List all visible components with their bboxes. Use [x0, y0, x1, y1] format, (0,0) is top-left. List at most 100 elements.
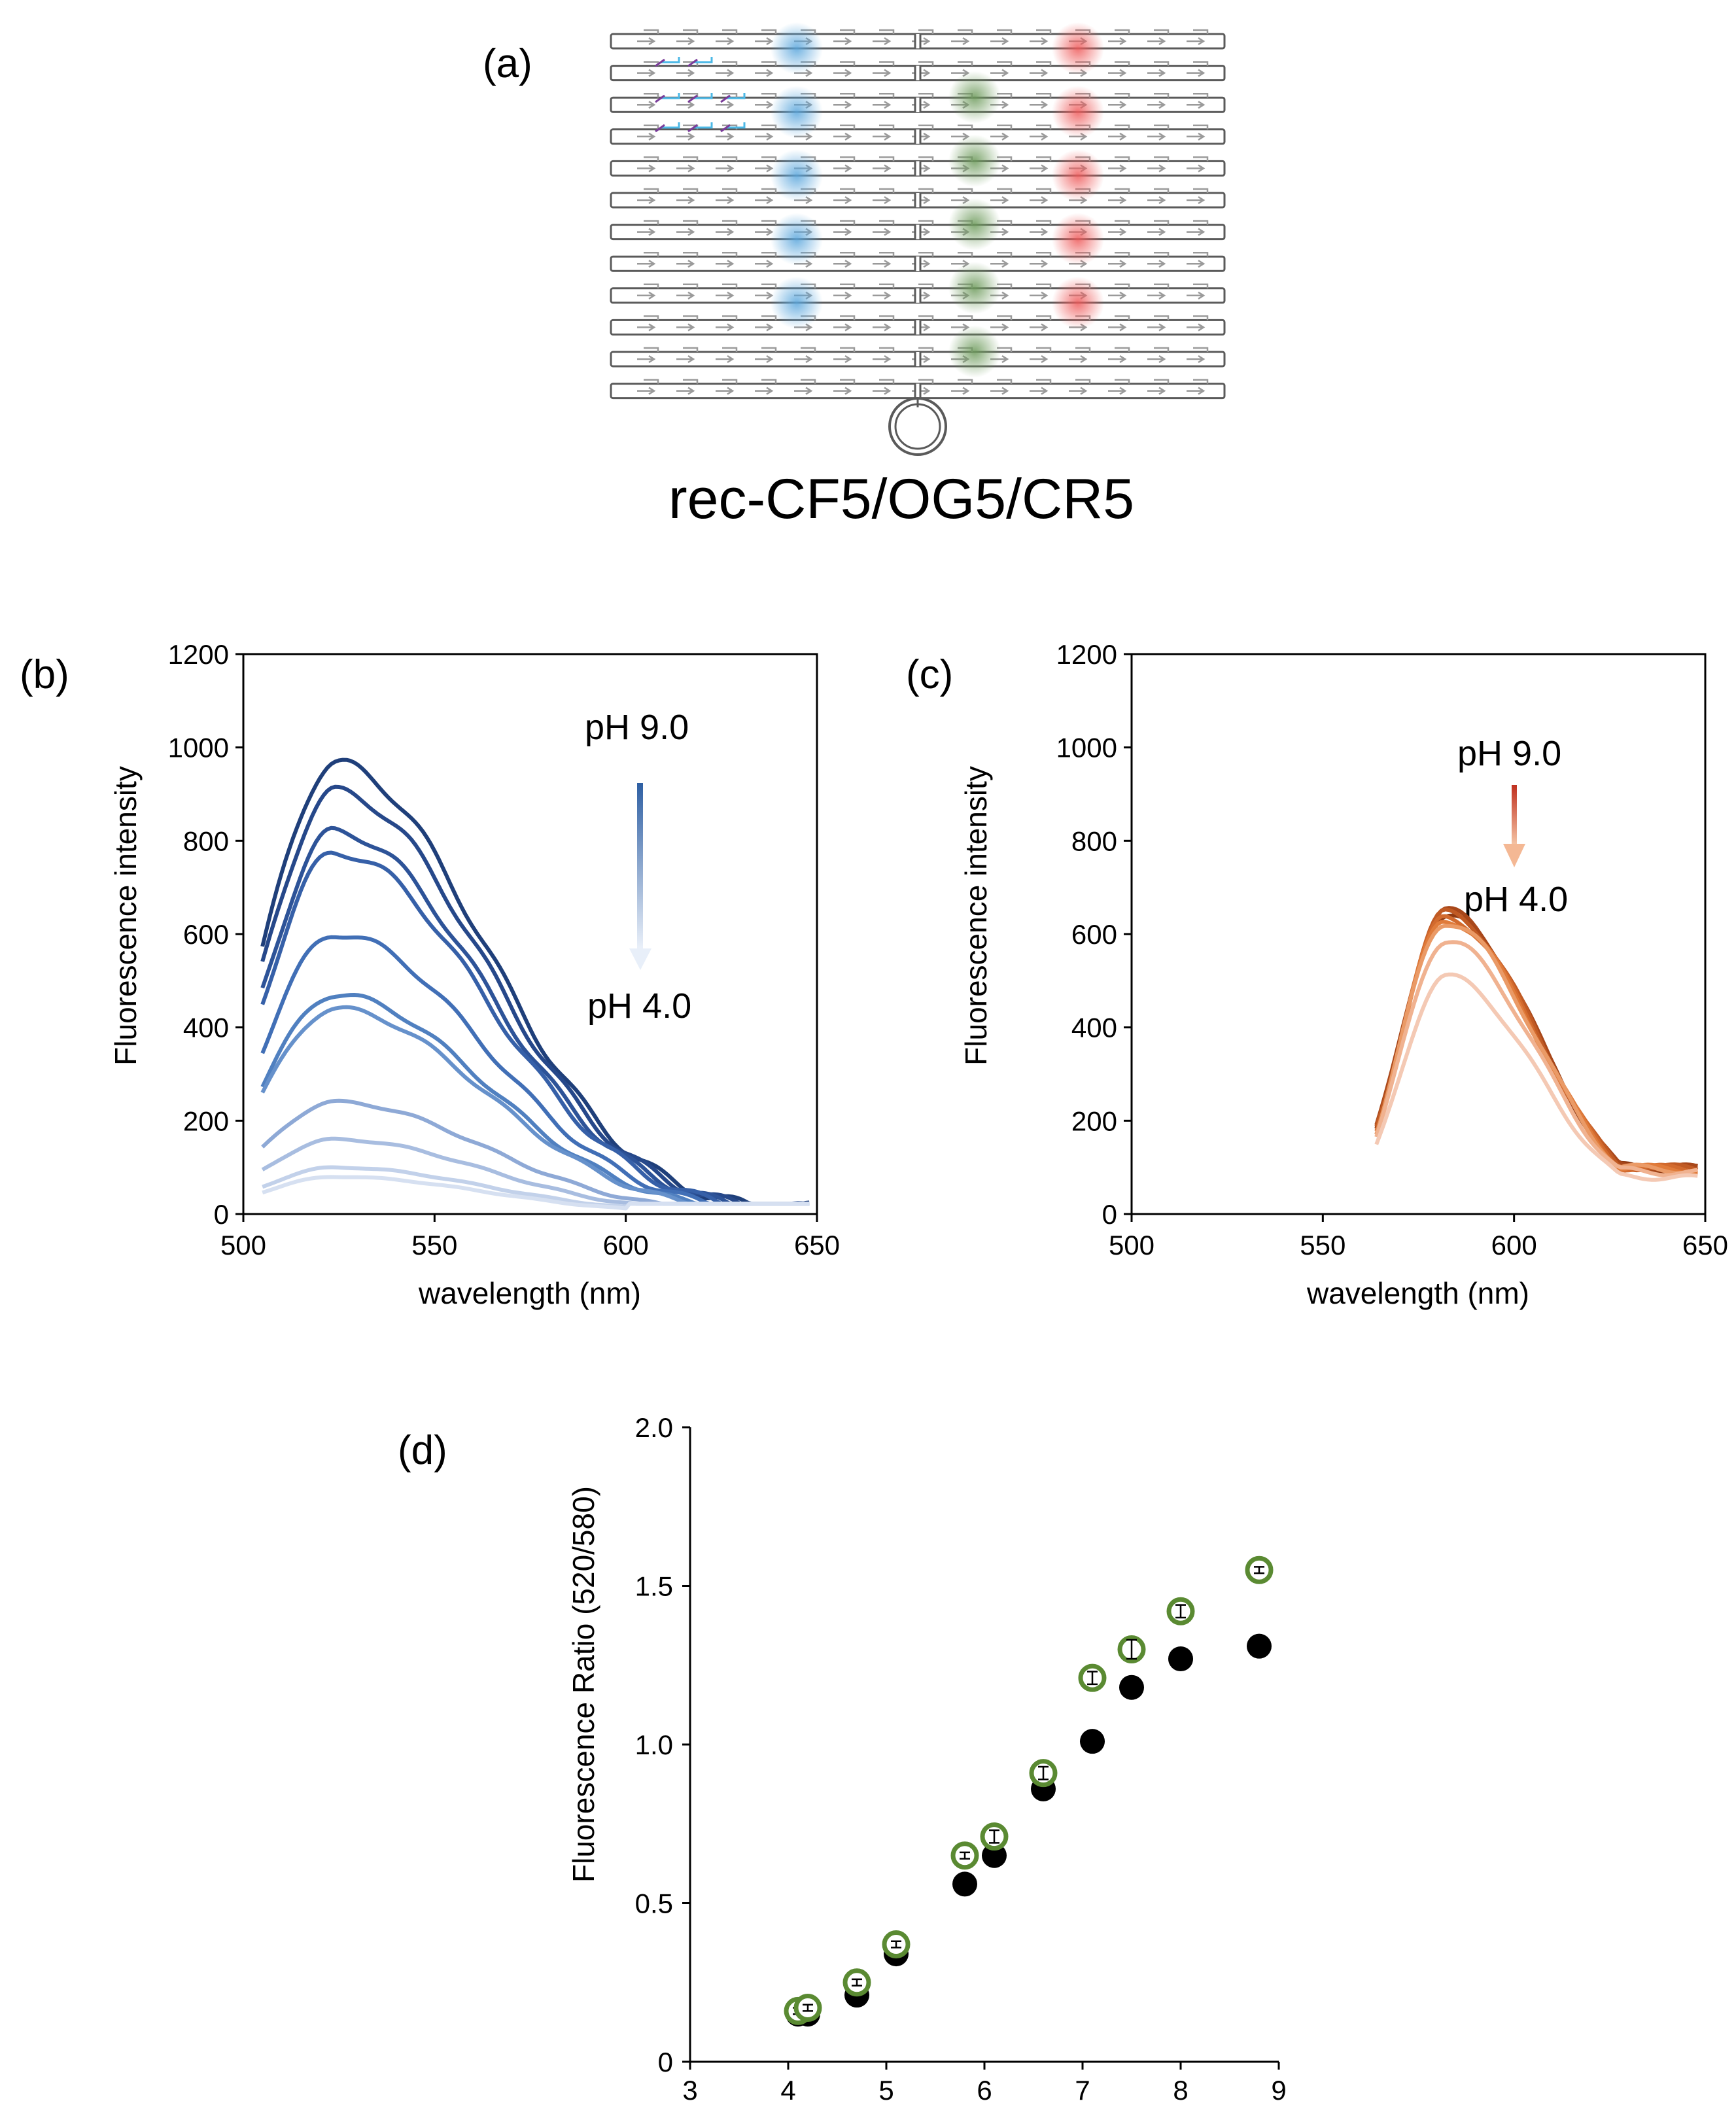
staple-crossover	[879, 156, 895, 162]
y-tick-label: 1200	[168, 639, 229, 670]
staple-crossover	[840, 156, 856, 162]
spectrum-line	[260, 825, 810, 1206]
staple-mark	[1187, 164, 1206, 173]
staple-crossover	[1193, 188, 1209, 193]
staple-crossover	[1036, 379, 1052, 384]
staple-crossover	[1115, 29, 1130, 34]
staple-crossover	[918, 124, 934, 130]
staple-mark	[1187, 37, 1206, 46]
spectrum-line	[1374, 940, 1698, 1177]
staple-mark	[873, 69, 892, 77]
staple-crossover	[1036, 156, 1052, 162]
staple-crossover	[1193, 379, 1209, 384]
cf-dye-glow	[771, 149, 823, 202]
handle-linker	[720, 124, 731, 133]
staple-crossover	[722, 156, 738, 162]
ring-inner	[894, 403, 941, 450]
staple-crossover	[958, 124, 973, 130]
y-tick-label: 200	[183, 1105, 229, 1136]
staple-mark	[716, 37, 735, 46]
staple-crossover	[879, 220, 895, 225]
staple-mark	[873, 260, 892, 268]
y-tick-label: 0	[658, 2047, 673, 2077]
x-tick-label: 5	[878, 2075, 894, 2101]
staple-mark	[873, 387, 892, 395]
staple-mark	[1030, 323, 1049, 332]
staple-crossover	[1193, 156, 1209, 162]
staple-crossover	[997, 92, 1013, 98]
staple-mark	[1147, 69, 1166, 77]
staple-crossover	[1036, 251, 1052, 257]
staple-mark	[676, 69, 695, 77]
staple-crossover	[997, 315, 1013, 321]
staple-mark	[990, 69, 1009, 77]
handle-linker	[655, 124, 665, 133]
staple-crossover	[840, 251, 856, 257]
staple-mark	[1108, 387, 1127, 395]
staple-crossover	[918, 92, 934, 98]
cf-dye-glow	[771, 213, 823, 266]
staple-mark	[755, 164, 774, 173]
staple-mark	[716, 355, 735, 364]
staple-mark	[1030, 228, 1049, 236]
staple-mark	[1147, 260, 1166, 268]
staple-mark	[1147, 323, 1166, 332]
staple-mark	[676, 355, 695, 364]
staple-crossover	[683, 379, 699, 384]
staple-crossover	[879, 315, 895, 321]
error-bar	[803, 2004, 813, 2012]
staple-mark	[990, 387, 1009, 395]
x-tick-label: 500	[1109, 1230, 1154, 1260]
staple-crossover	[840, 379, 856, 384]
panel-a-caption: rec-CF5/OG5/CR5	[668, 468, 1134, 530]
handle-linker	[655, 58, 665, 67]
error-bar	[1126, 1639, 1137, 1660]
staple-mark	[676, 387, 695, 395]
handle-strand	[693, 93, 713, 99]
data-point-filled	[1080, 1729, 1105, 1754]
staple-mark	[1030, 132, 1049, 141]
staple-mark	[637, 132, 656, 141]
staple-mark	[1108, 260, 1127, 268]
staple-crossover	[683, 315, 699, 321]
staple-mark	[873, 132, 892, 141]
staple-crossover	[644, 29, 659, 34]
staple-mark	[990, 260, 1009, 268]
error-bar	[960, 1851, 970, 1860]
staple-mark	[755, 355, 774, 364]
y-tick-label: 2.0	[635, 1412, 673, 1443]
staple-crossover	[918, 347, 934, 352]
staple-crossover	[1154, 188, 1170, 193]
cr-dye-glow	[1052, 149, 1104, 202]
x-tick-label: 600	[603, 1230, 649, 1260]
staple-mark	[755, 132, 774, 141]
panel-d-ylabel: Fluorescence Ratio (520/580)	[566, 1486, 600, 1883]
staple-mark	[1030, 69, 1049, 77]
staple-mark	[1187, 228, 1206, 236]
spectrum-line	[260, 850, 810, 1206]
staple-crossover	[1193, 220, 1209, 225]
data-point-filled	[1168, 1646, 1193, 1672]
staple-crossover	[722, 92, 738, 98]
handle-strand	[661, 57, 680, 63]
staple-crossover	[1036, 188, 1052, 193]
staple-mark	[1030, 196, 1049, 205]
staple-crossover	[997, 283, 1013, 288]
panel-d-chart: (d) Fluorescence Ratio (520/580) 0 0.5 1.0…	[398, 1412, 1287, 2101]
y-tick-label: 800	[1071, 825, 1117, 856]
dna-origami-diagram	[610, 22, 1226, 456]
y-tick-label: 1.0	[635, 1729, 673, 1760]
staple-crossover	[801, 379, 816, 384]
staple-mark	[755, 387, 774, 395]
staple-mark	[1108, 69, 1127, 77]
staple-crossover	[840, 92, 856, 98]
staple-crossover	[997, 379, 1013, 384]
staple-mark	[1030, 291, 1049, 300]
staple-crossover	[1154, 124, 1170, 130]
error-bar	[1175, 1604, 1186, 1619]
staple-crossover	[1036, 29, 1052, 34]
staple-crossover	[683, 220, 699, 225]
y-tick-label: 0.5	[635, 1888, 673, 1919]
staple-mark	[833, 323, 852, 332]
staple-crossover	[722, 347, 738, 352]
